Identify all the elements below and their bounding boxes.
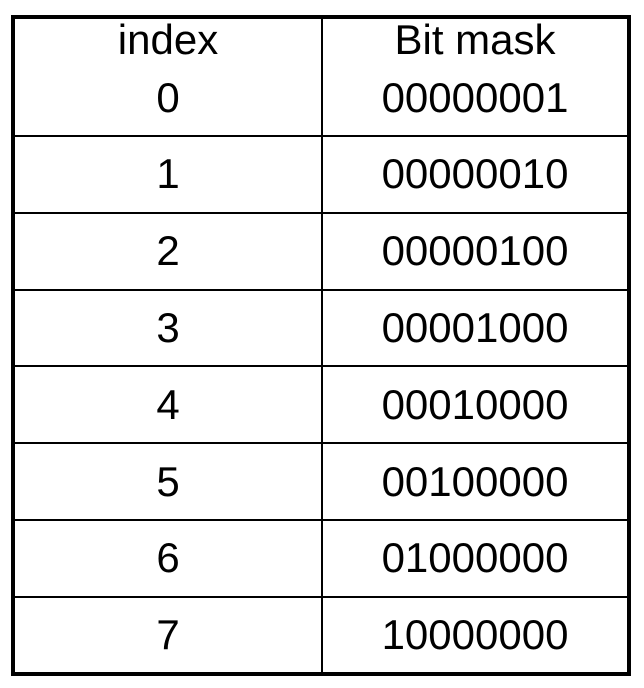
bit-mask-cell: 01000000 xyxy=(322,519,627,597)
index-cell: 2 xyxy=(15,211,323,290)
table-row: 3 00001000 xyxy=(15,288,627,367)
index-cell: 0 xyxy=(15,61,323,137)
bit-mask-cell: 00000001 xyxy=(381,74,569,122)
bit-mask-cell: 00001000 xyxy=(322,288,627,367)
table-row: 0 00000001 xyxy=(15,61,627,137)
table-row: 1 00000010 xyxy=(15,135,627,213)
index-cell: 7 xyxy=(15,595,323,672)
table-row: 5 00100000 xyxy=(15,442,627,521)
header-bit-mask: Bit mask xyxy=(394,16,556,63)
bit-mask-cell: 00000100 xyxy=(322,211,627,290)
bit-mask-cell: 00010000 xyxy=(322,365,627,444)
table-row: 7 10000000 xyxy=(15,595,627,672)
table-row: 4 00010000 xyxy=(15,365,627,444)
table-row: 2 00000100 xyxy=(15,211,627,290)
bit-mask-cell: 00000010 xyxy=(322,135,627,213)
index-cell: 5 xyxy=(15,442,323,521)
bit-mask-cell: 00100000 xyxy=(322,442,627,521)
bitmask-table: index Bit mask 0 00000001 1 00000010 2 0… xyxy=(15,19,627,672)
index-cell: 1 xyxy=(15,135,323,213)
table-row: 6 01000000 xyxy=(15,519,627,597)
index-cell: 4 xyxy=(15,365,323,444)
header-index: index xyxy=(15,19,323,61)
bit-mask-cell: 10000000 xyxy=(322,595,627,672)
index-cell: 6 xyxy=(15,519,323,597)
header-row: index Bit mask xyxy=(15,19,627,61)
bitmask-table-container: index Bit mask 0 00000001 1 00000010 2 0… xyxy=(11,15,631,676)
index-cell: 3 xyxy=(15,288,323,367)
